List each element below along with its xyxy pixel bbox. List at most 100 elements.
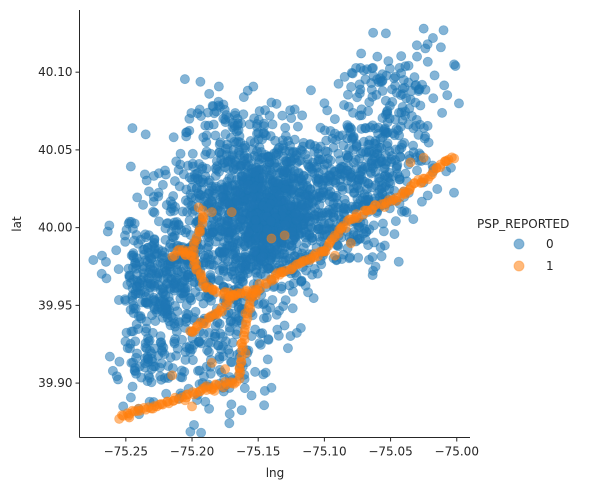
data-point-0	[280, 195, 291, 206]
data-point-0	[348, 144, 359, 155]
data-point-0	[422, 39, 433, 50]
data-point-0	[305, 139, 316, 150]
data-point-0	[282, 343, 293, 354]
data-point-0	[216, 148, 227, 159]
data-point-0	[350, 154, 361, 165]
data-point-0	[269, 148, 280, 159]
data-point-1	[405, 157, 416, 168]
data-point-0	[258, 128, 269, 139]
data-point-0	[249, 137, 260, 148]
data-point-0	[400, 61, 411, 72]
data-point-0	[215, 137, 226, 148]
data-point-0	[120, 236, 131, 247]
data-point-0	[149, 234, 160, 245]
data-point-0	[422, 190, 433, 201]
data-point-0	[363, 106, 374, 117]
x-axis-title: lng	[266, 466, 285, 480]
data-point-0	[263, 263, 274, 274]
data-point-1	[180, 247, 191, 258]
data-point-0	[296, 276, 307, 287]
data-point-0	[308, 293, 319, 304]
data-point-0	[367, 252, 378, 263]
data-point-0	[131, 269, 142, 280]
data-point-0	[335, 174, 346, 185]
data-point-0	[120, 336, 131, 347]
legend-marker-1	[513, 260, 525, 272]
data-point-0	[100, 256, 111, 267]
data-point-0	[224, 172, 235, 183]
data-point-0	[292, 121, 303, 132]
data-point-0	[218, 351, 229, 362]
data-point-0	[328, 142, 339, 153]
data-point-0	[324, 196, 335, 207]
data-point-0	[226, 399, 237, 410]
data-point-0	[280, 122, 291, 133]
data-point-0	[280, 175, 291, 186]
y-axis-title: lat	[10, 216, 24, 232]
data-point-0	[142, 256, 153, 267]
data-point-0	[278, 301, 289, 312]
data-point-1	[200, 382, 211, 393]
data-point-0	[223, 156, 234, 167]
data-point-0	[210, 328, 221, 339]
data-point-0	[176, 334, 187, 345]
data-point-0	[396, 142, 407, 153]
y-tick-label: 40.05	[38, 143, 72, 157]
data-point-0	[140, 229, 151, 240]
data-point-0	[205, 229, 216, 240]
data-point-0	[448, 187, 459, 198]
data-point-0	[213, 96, 224, 107]
data-point-1	[418, 152, 429, 163]
data-point-0	[337, 130, 348, 141]
data-point-0	[285, 105, 296, 116]
data-point-0	[408, 123, 419, 134]
data-point-0	[398, 74, 409, 85]
data-point-0	[200, 396, 211, 407]
data-point-0	[193, 365, 204, 376]
data-point-1	[345, 238, 356, 249]
data-point-0	[414, 84, 425, 95]
data-point-0	[181, 309, 192, 320]
legend-marker-0	[513, 238, 525, 250]
data-point-0	[408, 147, 419, 158]
data-point-0	[453, 98, 464, 109]
data-point-0	[416, 196, 427, 207]
data-point-0	[339, 71, 350, 82]
data-point-0	[254, 338, 265, 349]
data-point-0	[329, 114, 340, 125]
data-point-0	[224, 418, 235, 429]
data-point-0	[333, 78, 344, 89]
data-point-0	[198, 132, 209, 143]
data-point-0	[149, 281, 160, 292]
data-point-0	[157, 179, 168, 190]
data-point-0	[101, 273, 112, 284]
y-tick-label: 39.90	[38, 376, 72, 390]
data-point-0	[225, 316, 236, 327]
data-point-0	[368, 27, 379, 38]
data-point-0	[114, 356, 125, 367]
data-point-0	[246, 200, 257, 211]
data-point-1	[206, 357, 217, 368]
data-point-0	[147, 356, 158, 367]
data-point-0	[239, 383, 250, 394]
data-point-0	[180, 286, 191, 297]
data-point-0	[277, 110, 288, 121]
x-tick-label: −75.15	[236, 445, 280, 459]
data-point-0	[396, 51, 407, 62]
y-tick-label: 40.10	[38, 65, 72, 79]
data-point-1	[279, 230, 290, 241]
data-point-0	[379, 124, 390, 135]
data-point-0	[144, 345, 155, 356]
data-point-0	[180, 346, 191, 357]
data-point-0	[285, 140, 296, 151]
data-point-0	[279, 320, 290, 331]
data-point-0	[131, 282, 142, 293]
data-point-0	[185, 292, 196, 303]
data-point-0	[160, 299, 171, 310]
data-point-0	[316, 259, 327, 270]
data-point-0	[356, 48, 367, 59]
data-point-0	[361, 226, 372, 237]
data-point-0	[266, 97, 277, 108]
data-point-0	[305, 85, 316, 96]
